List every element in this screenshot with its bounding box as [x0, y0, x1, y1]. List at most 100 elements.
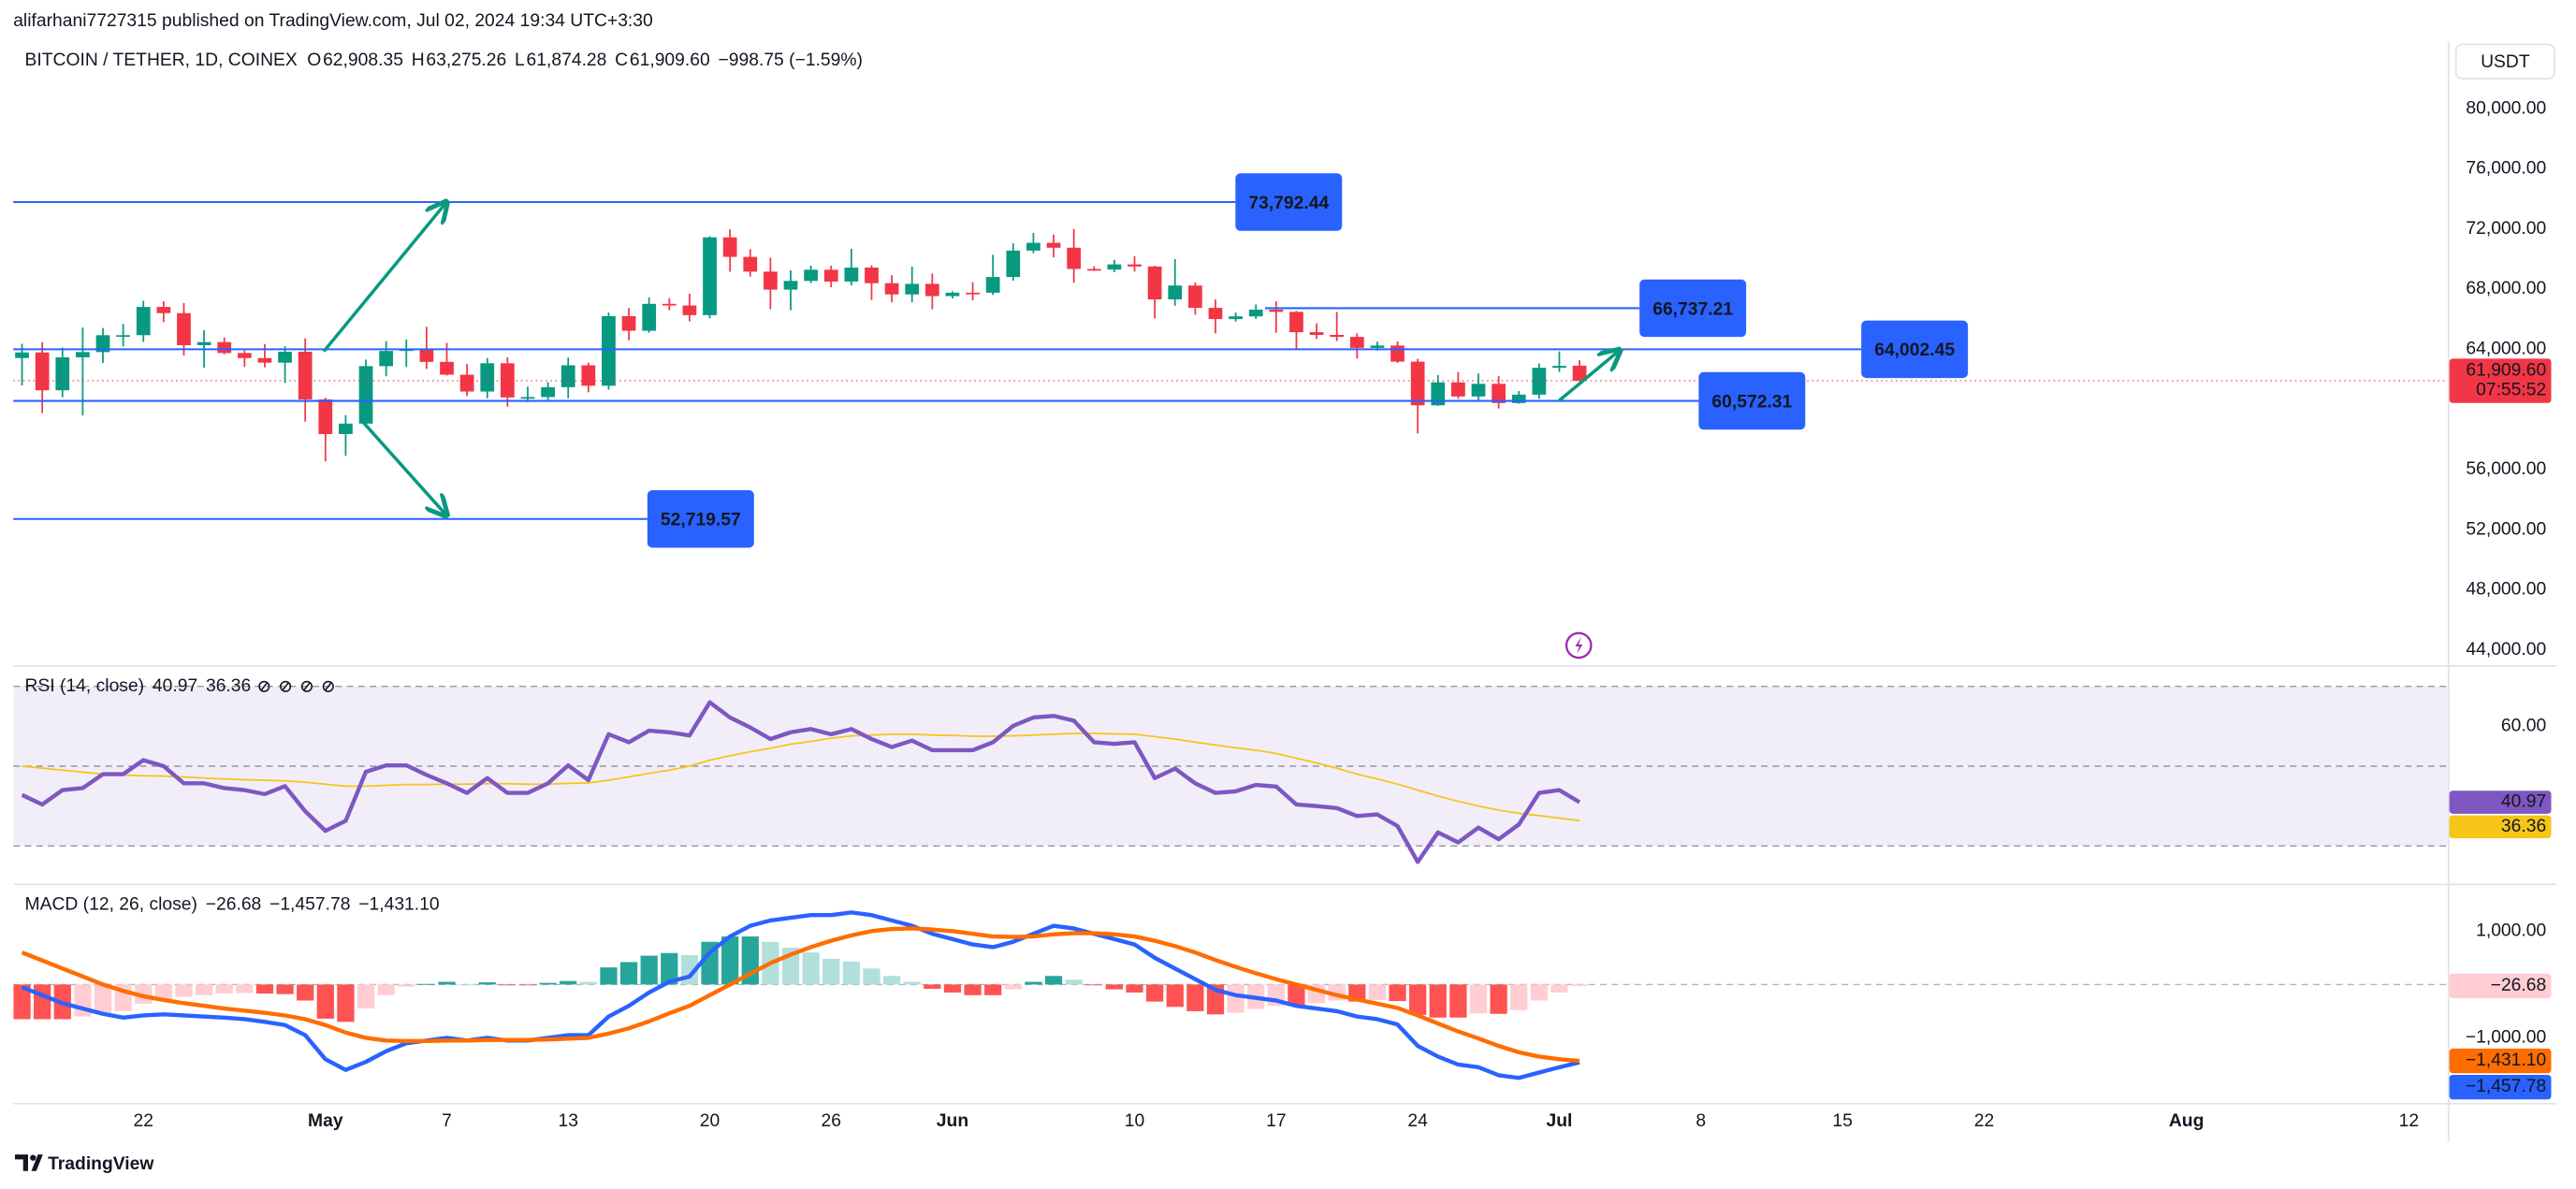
value-tag: −1,457.78: [2466, 1077, 2546, 1096]
histogram-bar: [357, 984, 375, 1009]
candle-body: [358, 366, 373, 424]
axes: 80,000.00 76,000.00 72,000.00 68,000.00 64,0…: [13, 51, 2552, 1131]
candle-body: [278, 351, 292, 363]
candle-body: [1289, 312, 1303, 333]
ohlc-value: 63,275.26: [426, 51, 506, 70]
indicator-value: −1,431.10: [358, 894, 439, 914]
y-tick-label: 80,000.00: [2466, 98, 2546, 118]
currency-button[interactable]: USDT: [2454, 43, 2555, 80]
indicator-icon: [282, 681, 290, 691]
candle-body: [1309, 332, 1324, 335]
histogram-bar: [1570, 984, 1589, 986]
candle-body: [15, 352, 29, 358]
histogram-bar: [276, 984, 294, 994]
histogram-bar: [802, 952, 820, 985]
candle-body: [1572, 365, 1587, 382]
histogram-bar: [1550, 984, 1568, 993]
y-tick-label: 44,000.00: [2466, 640, 2546, 660]
macd-line: [21, 910, 1580, 1080]
frame: [13, 40, 2556, 1142]
level-label: 52,719.57: [661, 511, 741, 530]
candle-body: [237, 353, 252, 358]
x-tick-label: May: [308, 1111, 343, 1131]
ohlc-value: 62,908.35: [323, 51, 403, 70]
indicator-value: 40.97: [153, 676, 197, 696]
level-label: 64,002.45: [1874, 341, 1955, 360]
candle-body: [966, 292, 980, 295]
x-tick-label: 26: [822, 1111, 841, 1131]
candle-body: [1269, 309, 1284, 312]
candle-body: [1410, 361, 1425, 406]
candle-body: [884, 283, 899, 295]
arrow: [1558, 352, 1618, 402]
x-tick-label: 10: [1125, 1111, 1144, 1131]
candle-body: [1552, 366, 1566, 369]
currency-label[interactable]: USDT: [2481, 52, 2530, 72]
candle-body: [662, 303, 677, 306]
brand-logo-dot: [30, 1154, 36, 1161]
histogram-bar: [417, 983, 436, 985]
alert-icon[interactable]: [1565, 631, 1593, 660]
y-tick-label: 56,000.00: [2466, 459, 2546, 479]
candle-body: [419, 349, 434, 362]
histogram-bar: [175, 984, 193, 997]
value-tag: −1,431.10: [2466, 1051, 2546, 1070]
y-tick-label: 48,000.00: [2466, 580, 2546, 600]
level-label-box: [1235, 173, 1343, 231]
histogram-bar: [1126, 984, 1143, 993]
candle-body: [339, 423, 353, 435]
level-label-box: [1861, 320, 1969, 379]
change-value: −998.75 (−1.59%): [719, 51, 864, 70]
candle-body: [1006, 250, 1021, 278]
candle-body: [177, 312, 191, 345]
candle-body: [945, 292, 960, 297]
macd-line: [21, 926, 1580, 1064]
x-tick-label: Aug: [2169, 1111, 2205, 1131]
candle-body: [1471, 384, 1486, 397]
currency-box[interactable]: [2454, 43, 2555, 80]
histogram-bar: [297, 984, 314, 1001]
value-tag-box: [2449, 973, 2552, 999]
candle-body: [298, 351, 313, 399]
candle-body: [1390, 345, 1404, 362]
x-tick-label: Jul: [1547, 1111, 1573, 1131]
y-tick-label: 52,000.00: [2466, 519, 2546, 539]
histogram-bar: [539, 982, 557, 985]
candle-body: [1370, 345, 1385, 348]
macd-pane: [13, 910, 2448, 1080]
histogram-bar: [1530, 984, 1548, 1001]
histogram-bar: [1044, 976, 1063, 985]
indicator-title: MACD (12, 26, close): [25, 894, 197, 914]
candle-body: [116, 335, 131, 338]
histogram-bar: [1065, 979, 1083, 985]
histogram-bar: [579, 981, 597, 985]
candle-body: [1107, 264, 1122, 270]
candle-body: [379, 351, 394, 367]
candle-body: [35, 352, 50, 391]
histogram-bar: [1025, 981, 1042, 985]
histogram-bar: [661, 952, 678, 985]
candle-body: [1168, 285, 1183, 300]
indicator-icon: [300, 680, 313, 692]
histogram-bar: [1449, 984, 1467, 1018]
y-tick-label: 68,000.00: [2466, 279, 2546, 298]
value-tag: −26.68: [2491, 976, 2547, 995]
indicator-icon: [322, 680, 334, 692]
histogram-bar: [34, 984, 51, 1020]
y-tick-label: 60.00: [2501, 716, 2546, 735]
candle-body: [642, 303, 657, 331]
value-tag: 40.97: [2501, 792, 2546, 812]
candle-body: [1026, 242, 1041, 251]
histogram-bar: [255, 984, 274, 994]
histogram-bar: [882, 976, 901, 985]
histogram-bar: [154, 984, 172, 999]
x-tick-label: 17: [1266, 1111, 1286, 1131]
candle-body: [823, 269, 838, 282]
ohlc-key: C: [615, 51, 628, 70]
drawing-arrows: [322, 204, 1618, 515]
value-tag-box: [2449, 1074, 2552, 1100]
indicator-icon: [324, 681, 332, 691]
histogram-bar: [560, 980, 577, 985]
histogram-bar: [822, 959, 840, 985]
candle-body: [1147, 266, 1162, 300]
